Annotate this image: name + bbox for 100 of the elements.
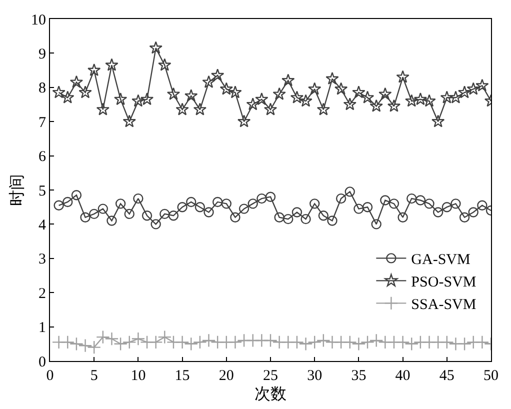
point xyxy=(308,82,322,95)
point xyxy=(468,207,478,218)
point xyxy=(228,335,242,350)
point xyxy=(352,86,366,98)
point xyxy=(255,92,268,106)
point xyxy=(228,86,242,98)
point xyxy=(283,214,294,224)
point xyxy=(387,99,401,112)
point xyxy=(133,193,144,204)
legend-label: PSO-SVM xyxy=(411,274,476,291)
point xyxy=(274,212,284,222)
point xyxy=(343,98,356,110)
point xyxy=(87,340,101,354)
y-tick-label: 0 xyxy=(38,354,46,370)
point xyxy=(299,94,312,107)
x-tick-label: 10 xyxy=(130,368,146,384)
point xyxy=(80,212,90,222)
x-tick-label: 50 xyxy=(484,368,498,384)
point xyxy=(316,334,330,348)
point xyxy=(414,92,428,106)
point xyxy=(380,195,390,206)
point xyxy=(316,102,330,116)
point xyxy=(360,335,374,350)
point xyxy=(405,94,418,107)
legend-label: SSA-SVM xyxy=(411,297,476,314)
point xyxy=(458,337,472,351)
point xyxy=(415,195,426,206)
point xyxy=(204,207,214,218)
point xyxy=(194,202,206,212)
point xyxy=(292,207,302,218)
point xyxy=(54,200,64,210)
y-tick-label: 8 xyxy=(38,80,46,97)
point xyxy=(114,92,128,106)
point xyxy=(193,102,207,116)
point xyxy=(342,335,357,350)
x-tick-label: 40 xyxy=(395,368,410,384)
y-tick-label: 2 xyxy=(38,286,46,302)
point xyxy=(186,196,196,208)
point xyxy=(431,114,445,128)
point xyxy=(272,87,286,100)
point xyxy=(264,102,278,116)
point xyxy=(371,219,382,230)
x-tick-label: 5 xyxy=(90,368,98,384)
point xyxy=(105,58,118,71)
x-axis-title: 次数 xyxy=(254,384,286,403)
point xyxy=(362,202,373,212)
point xyxy=(160,208,170,220)
point xyxy=(61,90,74,104)
x-tick-label: 25 xyxy=(263,368,278,384)
point xyxy=(248,198,258,209)
point xyxy=(450,198,461,209)
point xyxy=(477,200,488,210)
point xyxy=(370,99,383,112)
point xyxy=(290,335,304,350)
point xyxy=(122,114,136,128)
point xyxy=(230,212,240,222)
point xyxy=(310,198,320,209)
point xyxy=(115,198,126,209)
point xyxy=(237,114,251,128)
point xyxy=(466,82,480,95)
point xyxy=(140,92,154,106)
point xyxy=(202,75,216,88)
point xyxy=(440,335,454,350)
point xyxy=(449,90,462,104)
point xyxy=(122,335,136,350)
x-tick-label: 30 xyxy=(307,368,322,384)
point xyxy=(298,337,313,351)
point xyxy=(396,70,410,83)
point xyxy=(458,86,472,98)
y-tick-label: 4 xyxy=(38,217,46,234)
y-tick-label: 7 xyxy=(38,114,46,131)
point xyxy=(475,335,490,350)
point xyxy=(175,335,190,350)
point xyxy=(344,186,355,197)
point xyxy=(404,337,419,351)
point xyxy=(326,72,339,85)
point xyxy=(88,63,101,76)
point xyxy=(132,94,145,107)
point xyxy=(388,198,400,209)
point xyxy=(52,86,66,98)
point xyxy=(184,337,198,351)
point xyxy=(476,78,489,92)
point xyxy=(148,335,163,350)
point xyxy=(124,208,134,220)
point xyxy=(282,74,295,86)
x-tick-label: 20 xyxy=(218,368,234,384)
point xyxy=(78,86,92,98)
x-tick-label: 15 xyxy=(174,368,190,384)
point xyxy=(212,196,223,208)
y-tick-label: 1 xyxy=(38,320,46,336)
point xyxy=(459,212,470,222)
point xyxy=(334,82,348,95)
point xyxy=(422,94,436,107)
y-tick-label: 9 xyxy=(38,46,46,62)
point xyxy=(131,332,146,346)
point xyxy=(369,334,384,348)
point xyxy=(89,208,100,220)
point xyxy=(96,330,110,344)
point xyxy=(176,102,189,116)
point xyxy=(290,90,304,104)
